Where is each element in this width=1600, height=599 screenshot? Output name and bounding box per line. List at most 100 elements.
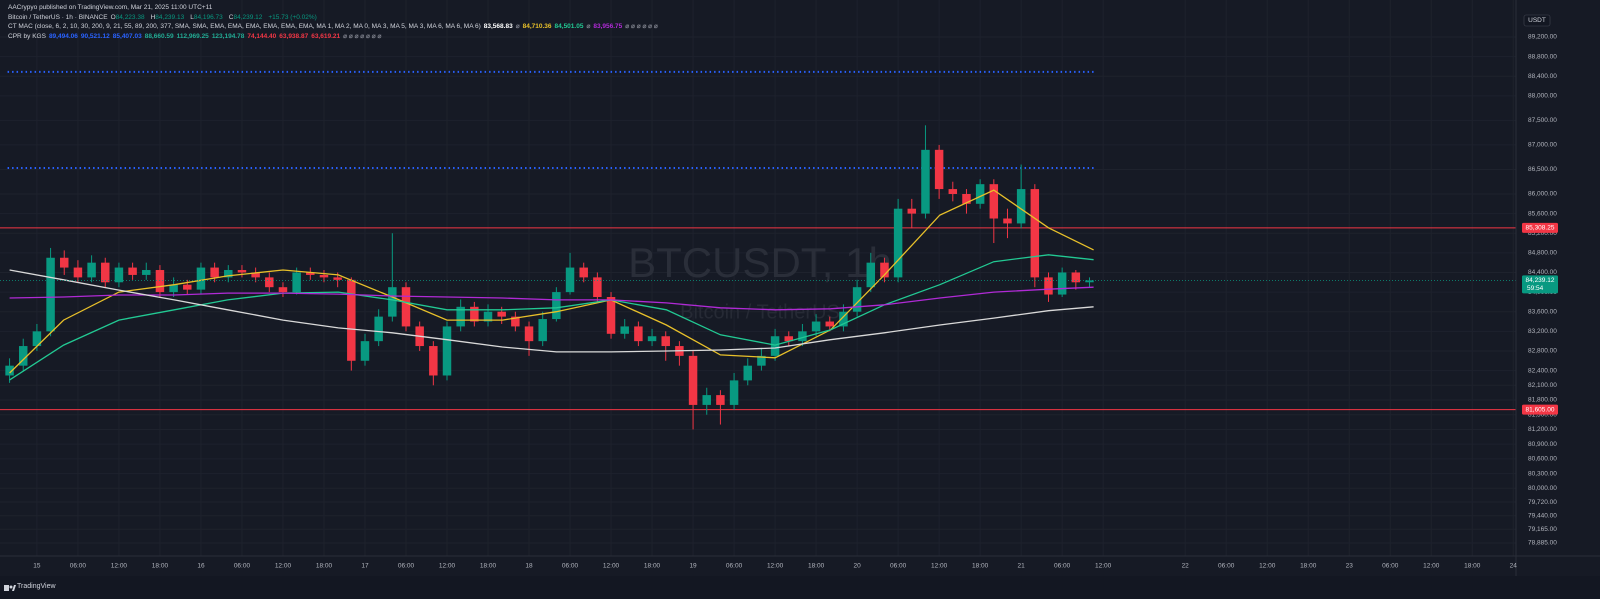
ohlc-key: H <box>150 13 156 21</box>
background <box>0 0 1600 576</box>
footer-brand[interactable]: TradingView <box>17 583 56 590</box>
y-tick-label: 79,440.00 <box>1528 512 1557 519</box>
y-tick-label: 82,800.00 <box>1528 348 1557 355</box>
ohlc-value: 84,196.73 <box>193 13 223 21</box>
x-tick-label: 06:00 <box>1054 563 1071 570</box>
x-tick-label: 06:00 <box>1382 563 1399 570</box>
x-tick-label: 12:00 <box>1259 563 1276 570</box>
candle-body <box>688 355 698 405</box>
candle-body <box>1003 218 1012 224</box>
candle-body <box>360 341 370 361</box>
level-label: 81,605.00 <box>1526 406 1555 413</box>
candle-body <box>319 274 329 278</box>
candle-body <box>524 326 534 342</box>
candle-body <box>5 365 14 376</box>
y-tick-label: 83,200.00 <box>1528 328 1557 335</box>
indicator-value: 89,494.06 <box>48 32 78 40</box>
moving-average <box>9 269 1094 353</box>
x-tick-label: 12:00 <box>931 563 948 570</box>
y-tick-label: 82,100.00 <box>1528 382 1557 389</box>
x-tick-label: 12:00 <box>1095 563 1112 570</box>
indicator-value: 112,969.25 <box>176 32 209 40</box>
candle-body <box>347 279 356 361</box>
candle-body <box>757 355 766 366</box>
y-tick-label: 80,600.00 <box>1528 456 1557 463</box>
level-label-box <box>1522 404 1558 415</box>
indicator-value: 63,619.21 <box>311 32 341 40</box>
indicator-value: 83,956.75 <box>593 23 623 30</box>
candle-body <box>155 270 165 293</box>
chart: BTCUSDT, 1h Bitcoin / TetherUS USDT 89,2… <box>0 0 1600 576</box>
x-tick-label: 18:00 <box>152 563 169 570</box>
y-tick-label: 80,900.00 <box>1528 441 1557 448</box>
moving-average <box>9 254 1094 381</box>
candle-body <box>770 336 780 356</box>
y-tick-label: 84,800.00 <box>1528 250 1557 257</box>
y-tick-label: 89,200.00 <box>1528 34 1557 41</box>
candle-body <box>866 262 876 288</box>
y-tick-label: 86,000.00 <box>1528 191 1557 198</box>
x-tick-label: 12:00 <box>439 563 456 570</box>
candle-body <box>893 208 903 278</box>
candle-body <box>401 287 411 327</box>
candle-body <box>114 267 124 283</box>
indicator-value: 83,568.83 <box>483 23 513 30</box>
candle-body <box>101 262 110 283</box>
candle-body <box>1071 272 1081 283</box>
candle-body <box>237 270 247 273</box>
candle-body <box>224 270 233 278</box>
candle-body <box>729 380 739 405</box>
candle-body <box>429 346 438 376</box>
candle-body <box>73 267 83 278</box>
x-tick-label: 18:00 <box>1300 563 1317 570</box>
ohlc-item: L84,196.73 <box>190 14 226 21</box>
y-tick-label: 80,300.00 <box>1528 470 1557 477</box>
candle-body <box>251 272 260 278</box>
candle-body <box>1044 277 1053 295</box>
x-tick-label: 18:00 <box>1464 563 1481 570</box>
candle-body <box>934 149 944 190</box>
ohlc-key: L <box>190 13 194 21</box>
x-tick-label: 20 <box>853 563 861 570</box>
candle-body <box>606 296 616 334</box>
candle-body <box>880 262 889 278</box>
x-tick-label: 18:00 <box>480 563 497 570</box>
indicator-row: CT MAC (close, 6, 2, 10, 30, 200, 9, 21,… <box>8 22 661 32</box>
y-tick-label: 87,000.00 <box>1528 142 1557 149</box>
y-tick-label: 84,400.00 <box>1528 269 1557 276</box>
x-tick-label: 12:00 <box>275 563 292 570</box>
x-tick-label: 12:00 <box>767 563 784 570</box>
candle-body <box>852 287 862 312</box>
indicator-value: 84,710.36 <box>522 23 552 30</box>
symbol-row: Bitcoin / TetherUS · 1h · BINANCE O84,223… <box>8 13 661 23</box>
candle-body <box>483 311 493 322</box>
candle-body <box>456 306 465 327</box>
moving-average <box>9 189 1094 374</box>
x-tick-label: 18:00 <box>316 563 333 570</box>
indicator-row: CPR by KGS 89,494.06 90,521.12 85,407.03 88,… <box>8 32 661 42</box>
y-tick-label: 88,800.00 <box>1528 53 1557 60</box>
candle-body <box>743 365 752 381</box>
level-label: 85,308.25 <box>1526 225 1555 232</box>
x-tick-label: 06:00 <box>890 563 907 570</box>
candle-body <box>306 272 315 275</box>
candle-body <box>538 319 547 342</box>
candle-body <box>442 326 452 376</box>
symbol: Bitcoin / TetherUS · 1h · BINANCE <box>8 13 108 21</box>
x-tick-label: 06:00 <box>562 563 579 570</box>
y-tick-label: 87,500.00 <box>1528 117 1557 124</box>
x-tick-label: 15 <box>33 563 41 570</box>
x-tick-label: 12:00 <box>1423 563 1440 570</box>
ohlc-item: C84,239.12 <box>229 14 266 21</box>
y-tick-label: 81,500.00 <box>1528 411 1557 418</box>
indicator-value: ⌀ <box>586 23 591 30</box>
candle-body <box>128 267 137 275</box>
last-price-label: 84,239.12 <box>1526 277 1555 284</box>
currency-box[interactable] <box>1523 14 1551 27</box>
candle-body <box>333 277 342 280</box>
currency[interactable]: USDT <box>1528 17 1546 24</box>
indicator-value: ⌀ ⌀ ⌀ ⌀ ⌀ ⌀ ⌀ <box>343 32 382 40</box>
candle-body <box>1085 280 1094 283</box>
countdown: 59:54 <box>1527 285 1544 292</box>
